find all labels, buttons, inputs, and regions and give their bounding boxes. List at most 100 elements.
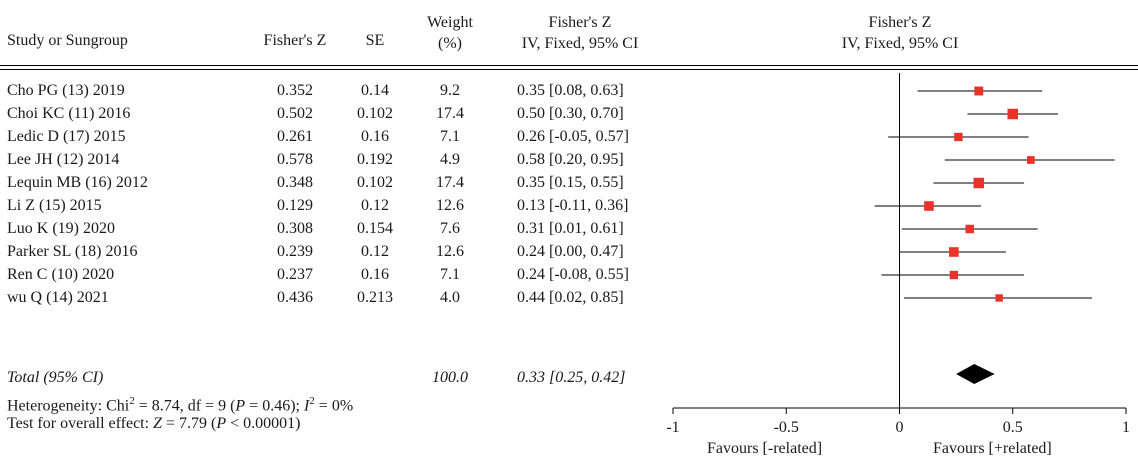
overall-p-label: P — [216, 415, 227, 432]
row-se: 0.16 — [361, 266, 389, 283]
table-row: Cho PG (13) 2019 0.352 0.14 9.2 0.35 [0.… — [0, 80, 680, 103]
study-marker — [954, 132, 963, 142]
total-weight: 100.0 — [432, 369, 468, 386]
table-row: Lequin MB (16) 2012 0.348 0.102 17.4 0.3… — [0, 172, 680, 195]
x-axis-tick-label: -1 — [666, 419, 679, 436]
row-fishers-z: 0.129 — [277, 197, 313, 214]
row-weight: 4.0 — [440, 289, 460, 306]
header-se: SE — [365, 32, 385, 49]
overall-effect-text: Test for overall effect: Z = 7.79 (P < 0… — [7, 415, 300, 433]
row-weight: 7.1 — [440, 128, 460, 145]
overall-z-value: = 7.79 ( — [161, 415, 217, 432]
header-study: Study or Sungroup — [7, 32, 128, 49]
table-row: Li Z (15) 2015 0.129 0.12 12.6 0.13 [-0.… — [0, 195, 680, 218]
table-row: Luo K (19) 2020 0.308 0.154 7.6 0.31 [0.… — [0, 218, 680, 241]
row-ci: 0.13 [-0.11, 0.36] — [517, 197, 629, 214]
row-study: Lee JH (12) 2014 — [7, 151, 120, 168]
row-weight: 9.2 — [440, 82, 460, 99]
row-fishers-z: 0.237 — [277, 266, 313, 283]
row-ci: 0.44 [0.02, 0.85] — [517, 289, 624, 306]
study-marker — [949, 270, 959, 280]
table-row: Ledic D (17) 2015 0.261 0.16 7.1 0.26 [-… — [0, 126, 680, 149]
row-weight: 7.6 — [440, 220, 460, 237]
x-axis-tick-label: 1 — [1122, 419, 1130, 436]
row-fishers-z: 0.308 — [277, 220, 313, 237]
table-row: Choi KC (11) 2016 0.502 0.102 17.4 0.50 … — [0, 103, 680, 126]
study-marker — [1007, 108, 1018, 120]
favours-right-label: Favours [+related] — [933, 440, 1052, 457]
row-fishers-z: 0.352 — [277, 82, 313, 99]
study-marker — [924, 201, 934, 211]
overall-z-label: Z — [153, 415, 162, 432]
header-plot-line1: Fisher's Z — [868, 14, 932, 31]
x-axis-tick-label: 0 — [896, 419, 904, 436]
row-ci: 0.50 [0.30, 0.70] — [517, 105, 624, 122]
study-marker — [973, 177, 985, 189]
row-weight: 17.4 — [436, 174, 464, 191]
table-row: wu Q (14) 2021 0.436 0.213 4.0 0.44 [0.0… — [0, 287, 680, 310]
study-marker — [1027, 156, 1035, 164]
x-axis-tick-label: 0.5 — [1003, 419, 1023, 436]
header-fishers-z: Fisher's Z — [263, 32, 327, 49]
study-marker — [949, 247, 959, 257]
row-study: Luo K (19) 2020 — [7, 220, 115, 237]
row-se: 0.16 — [361, 128, 389, 145]
favours-left-label: Favours [-related] — [707, 440, 823, 457]
row-study: wu Q (14) 2021 — [7, 289, 109, 306]
row-study: Cho PG (13) 2019 — [7, 82, 125, 99]
pooled-diamond — [956, 364, 995, 384]
x-axis-tick-label: -0.5 — [774, 419, 799, 436]
heterogeneity-p-label: P — [235, 397, 246, 415]
row-se: 0.12 — [361, 197, 389, 214]
row-weight: 7.1 — [440, 266, 460, 283]
row-study: Choi KC (11) 2016 — [7, 105, 131, 122]
header-weight: Weight (%) — [415, 12, 485, 54]
row-se: 0.192 — [357, 151, 393, 168]
row-ci: 0.26 [-0.05, 0.57] — [517, 128, 629, 145]
row-weight: 12.6 — [436, 243, 464, 260]
row-ci: 0.35 [0.08, 0.63] — [517, 82, 624, 99]
overall-prefix: Test for overall effect: — [7, 415, 154, 432]
row-fishers-z: 0.578 — [277, 151, 313, 168]
row-se: 0.154 — [357, 220, 393, 237]
row-fishers-z: 0.239 — [277, 243, 313, 260]
header-ci-line1: Fisher's Z — [548, 14, 612, 31]
row-study: Lequin MB (16) 2012 — [7, 174, 148, 191]
row-weight: 12.6 — [436, 197, 464, 214]
header-ci: Fisher's Z IV, Fixed, 95% CI — [490, 12, 670, 54]
row-se: 0.12 — [361, 243, 389, 260]
row-study: Ledic D (17) 2015 — [7, 128, 126, 145]
row-ci: 0.24 [-0.08, 0.55] — [517, 266, 629, 283]
row-study: Ren C (10) 2020 — [7, 266, 115, 283]
row-se: 0.102 — [357, 105, 393, 122]
row-fishers-z: 0.502 — [277, 105, 313, 122]
study-marker — [974, 86, 984, 96]
heterogeneity-i-label: I — [303, 397, 310, 415]
row-fishers-z: 0.348 — [277, 174, 313, 191]
overall-p-value: < 0.00001) — [226, 415, 301, 432]
row-se: 0.102 — [357, 174, 393, 191]
table-row: Ren C (10) 2020 0.237 0.16 7.1 0.24 [-0.… — [0, 264, 680, 287]
heterogeneity-chi-value: = 8.74, df = 9 ( — [134, 397, 236, 415]
header-weight-line2: (%) — [438, 35, 462, 52]
row-se: 0.14 — [361, 82, 389, 99]
header-plot-line2: IV, Fixed, 95% CI — [841, 35, 959, 52]
header-bottom-rule — [0, 69, 1138, 70]
row-ci: 0.31 [0.01, 0.61] — [517, 220, 624, 237]
header-plot: Fisher's Z IV, Fixed, 95% CI — [800, 12, 1000, 54]
header-ci-line2: IV, Fixed, 95% CI — [521, 35, 639, 52]
heterogeneity-i-superscript: 2 — [309, 395, 315, 407]
study-marker — [995, 294, 1003, 302]
row-se: 0.213 — [357, 289, 393, 306]
row-ci: 0.24 [0.00, 0.47] — [517, 243, 624, 260]
heterogeneity-i-value: = 0% — [314, 397, 354, 415]
row-study: Li Z (15) 2015 — [7, 197, 102, 214]
heterogeneity-p-value: = 0.46); — [245, 397, 304, 415]
heterogeneity-text: Heterogeneity: Chi2 = 8.74, df = 9 (P = … — [7, 392, 353, 415]
total-label: Total (95% CI) — [7, 369, 104, 386]
row-weight: 4.9 — [440, 151, 460, 168]
row-ci: 0.58 [0.20, 0.95] — [517, 151, 624, 168]
table-row: Lee JH (12) 2014 0.578 0.192 4.9 0.58 [0… — [0, 149, 680, 172]
row-fishers-z: 0.436 — [277, 289, 313, 306]
